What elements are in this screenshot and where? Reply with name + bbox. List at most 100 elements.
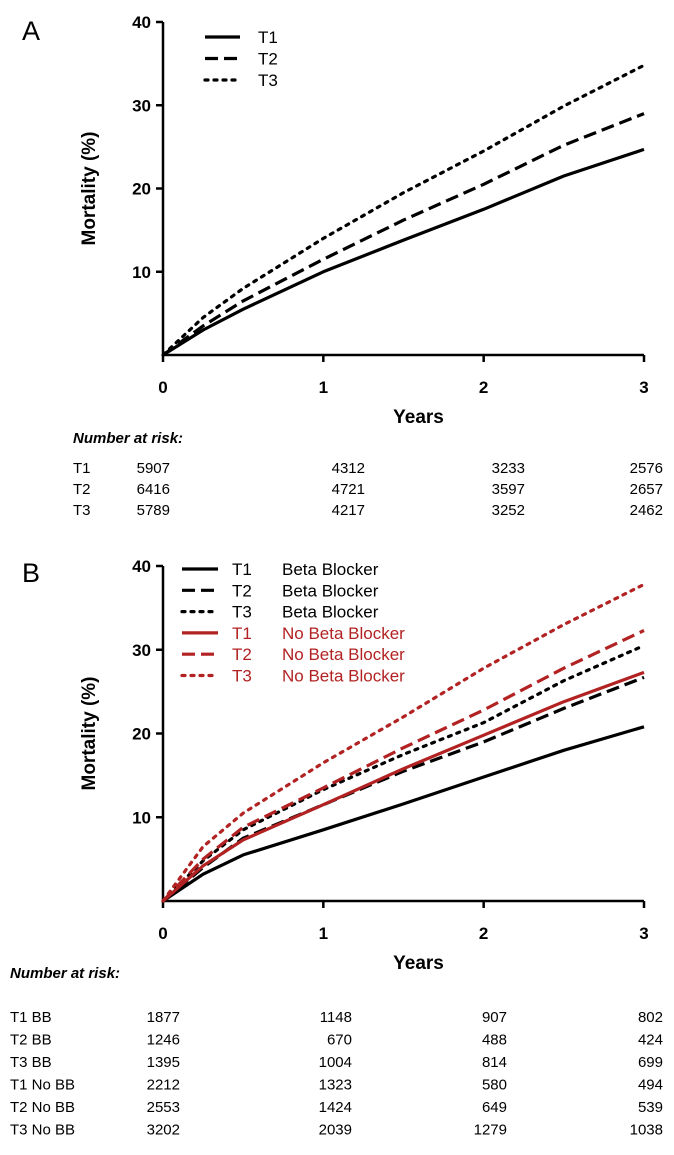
panel-a-series: [161, 63, 646, 357]
legend-label: T1: [232, 560, 252, 579]
legend-label-extra: No Beta Blocker: [282, 624, 405, 643]
risk-cell-value: 3597: [492, 481, 525, 498]
risk-row-label: T1: [73, 460, 91, 477]
legend-label: T2: [258, 50, 278, 69]
risk-cell-value: 2462: [630, 502, 663, 519]
x-tick-label: 1: [319, 924, 328, 943]
legend-label-extra: No Beta Blocker: [282, 667, 405, 686]
risk-row-label: T3: [73, 502, 91, 519]
x-tick-label: 1: [319, 378, 328, 397]
x-tick-label: 3: [639, 378, 648, 397]
risk-cell-value: 4217: [332, 502, 365, 519]
risk-cell-value: 488: [482, 1032, 507, 1049]
risk-cell-value: 802: [638, 1009, 663, 1026]
risk-cell-value: 1004: [319, 1054, 352, 1071]
risk-row-label: T1 No BB: [10, 1077, 75, 1094]
y-tick-label: 10: [132, 263, 151, 282]
risk-cell-value: 539: [638, 1099, 663, 1116]
y-axis-title: Mortality (%): [79, 677, 100, 791]
risk-cell-value: 1148: [320, 1009, 352, 1026]
legend-label-extra: Beta Blocker: [282, 581, 379, 600]
panel-b-series: [161, 582, 646, 903]
risk-row-label: T3 BB: [10, 1054, 52, 1071]
legend-label: T3: [258, 71, 278, 90]
y-axis-title: Mortality (%): [79, 132, 100, 246]
risk-cell-value: 3252: [492, 502, 525, 519]
series-line-1: [162, 725, 645, 903]
panel-a-risk-table: Number at risk: T1 5907 4312 3233 2576 T2 6416 4…: [73, 430, 663, 519]
series-line-2: [161, 675, 645, 903]
legend-label-extra: No Beta Blocker: [282, 645, 405, 664]
legend-label-extra: Beta Blocker: [282, 603, 379, 622]
risk-row-label: T2: [73, 481, 91, 498]
risk-cell-value: 1877: [147, 1009, 180, 1026]
x-tick-label: 2: [479, 924, 488, 943]
x-axis-title: Years: [393, 407, 444, 428]
risk-table-title: Number at risk:: [73, 430, 183, 447]
risk-cell-value: 2212: [147, 1077, 180, 1094]
risk-cell-value: 2039: [319, 1122, 352, 1139]
risk-cell-value: 649: [482, 1099, 507, 1116]
risk-cell-value: 907: [482, 1009, 507, 1026]
series-line-5: [161, 629, 645, 903]
risk-cell-value: 5907: [137, 460, 170, 477]
risk-cell-value: 1424: [319, 1099, 352, 1116]
risk-cell-value: 6416: [137, 481, 170, 498]
y-tick-label: 30: [132, 641, 151, 660]
risk-cell-value: 424: [638, 1032, 663, 1049]
panel-a-legend: T1 T2 T3: [203, 28, 278, 90]
panel-b-letter: B: [22, 558, 40, 588]
x-axis-title: Years: [393, 953, 444, 974]
series-line-1: [162, 147, 645, 357]
y-tick-label: 20: [132, 725, 151, 744]
y-tick-label: 40: [132, 13, 151, 32]
risk-cell-value: 5789: [137, 502, 170, 519]
risk-cell-value: 3233: [492, 460, 525, 477]
series-line-6: [161, 582, 646, 903]
panel-b: B 0 1 2 3 10 20 30 40 Mortality (%) Years T1 Beta …: [10, 557, 663, 1139]
legend-label: T2: [232, 645, 252, 664]
y-tick-label: 20: [132, 180, 151, 199]
panel-a-letter: A: [22, 16, 40, 46]
risk-cell-value: 4721: [332, 481, 365, 498]
legend-label: T3: [232, 667, 252, 686]
x-tick-label: 3: [639, 924, 648, 943]
risk-row-label: T1 BB: [10, 1009, 52, 1026]
legend-label: T1: [232, 624, 252, 643]
legend-label: T2: [232, 581, 252, 600]
risk-cell-value: 2553: [147, 1099, 180, 1116]
series-line-3: [161, 63, 646, 357]
panel-a-axes: 0 1 2 3 10 20 30 40 Mortality (%) Years: [79, 13, 649, 428]
risk-cell-value: 4312: [332, 460, 365, 477]
x-tick-label: 0: [158, 924, 167, 943]
x-tick-label: 2: [479, 378, 488, 397]
risk-cell-value: 699: [638, 1054, 663, 1071]
panel-b-risk-table: Number at risk: T1 BB 1877 1148 907 802 T2 BB 1…: [10, 965, 663, 1139]
risk-cell-value: 1038: [630, 1122, 663, 1139]
legend-label: T3: [232, 603, 252, 622]
panel-b-legend: T1 Beta Blocker T2 Beta Blocker T3 Beta Block…: [180, 560, 405, 686]
legend-label-extra: Beta Blocker: [282, 560, 379, 579]
y-tick-label: 40: [132, 557, 151, 576]
risk-cell-value: 580: [482, 1077, 507, 1094]
risk-cell-value: 1246: [147, 1032, 180, 1049]
risk-cell-value: 2576: [630, 460, 663, 477]
panel-b-axes: 0 1 2 3 10 20 30 40 Mortality (%) Years: [79, 557, 649, 974]
risk-cell-value: 3202: [147, 1122, 180, 1139]
risk-cell-value: 2657: [630, 481, 663, 498]
risk-cell-value: 1395: [147, 1054, 180, 1071]
series-line-4: [161, 670, 645, 903]
risk-row-label: T2 BB: [10, 1032, 52, 1049]
risk-cell-value: 1279: [474, 1122, 507, 1139]
risk-cell-value: 494: [638, 1077, 663, 1094]
series-line-2: [162, 112, 645, 357]
risk-cell-value: 670: [327, 1032, 352, 1049]
risk-cell-value: 1323: [319, 1077, 352, 1094]
y-tick-label: 10: [132, 808, 151, 827]
risk-row-label: T3 No BB: [10, 1122, 75, 1139]
y-tick-label: 30: [132, 96, 151, 115]
x-tick-label: 0: [158, 378, 167, 397]
risk-cell-value: 814: [482, 1054, 507, 1071]
